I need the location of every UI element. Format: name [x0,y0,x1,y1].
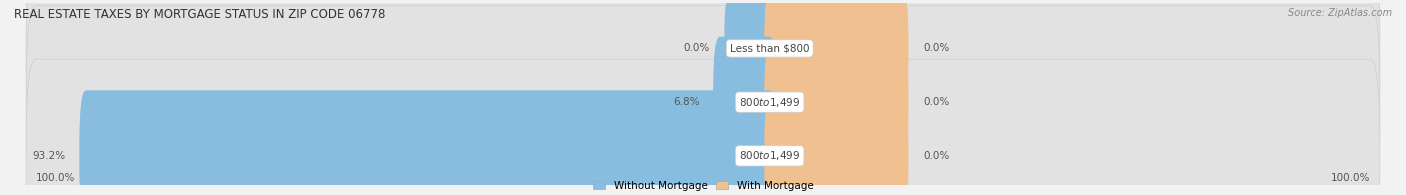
FancyBboxPatch shape [765,101,908,195]
Legend: Without Mortgage, With Mortgage: Without Mortgage, With Mortgage [589,176,817,195]
Text: 93.2%: 93.2% [32,151,66,161]
Text: Less than $800: Less than $800 [730,43,810,53]
Text: 0.0%: 0.0% [924,151,949,161]
Text: 0.0%: 0.0% [924,97,949,107]
FancyBboxPatch shape [713,37,776,168]
Text: 0.0%: 0.0% [683,43,710,53]
FancyBboxPatch shape [27,59,1379,195]
Text: 6.8%: 6.8% [673,97,700,107]
Text: 100.0%: 100.0% [1330,173,1369,183]
Text: 100.0%: 100.0% [37,173,76,183]
Text: Source: ZipAtlas.com: Source: ZipAtlas.com [1288,8,1392,18]
FancyBboxPatch shape [765,0,908,103]
FancyBboxPatch shape [79,90,776,195]
Text: 0.0%: 0.0% [924,43,949,53]
Text: REAL ESTATE TAXES BY MORTGAGE STATUS IN ZIP CODE 06778: REAL ESTATE TAXES BY MORTGAGE STATUS IN … [14,8,385,21]
FancyBboxPatch shape [765,47,908,157]
FancyBboxPatch shape [27,0,1379,145]
FancyBboxPatch shape [27,5,1379,195]
FancyBboxPatch shape [724,0,775,103]
Text: $800 to $1,499: $800 to $1,499 [740,149,800,162]
Text: $800 to $1,499: $800 to $1,499 [740,96,800,109]
